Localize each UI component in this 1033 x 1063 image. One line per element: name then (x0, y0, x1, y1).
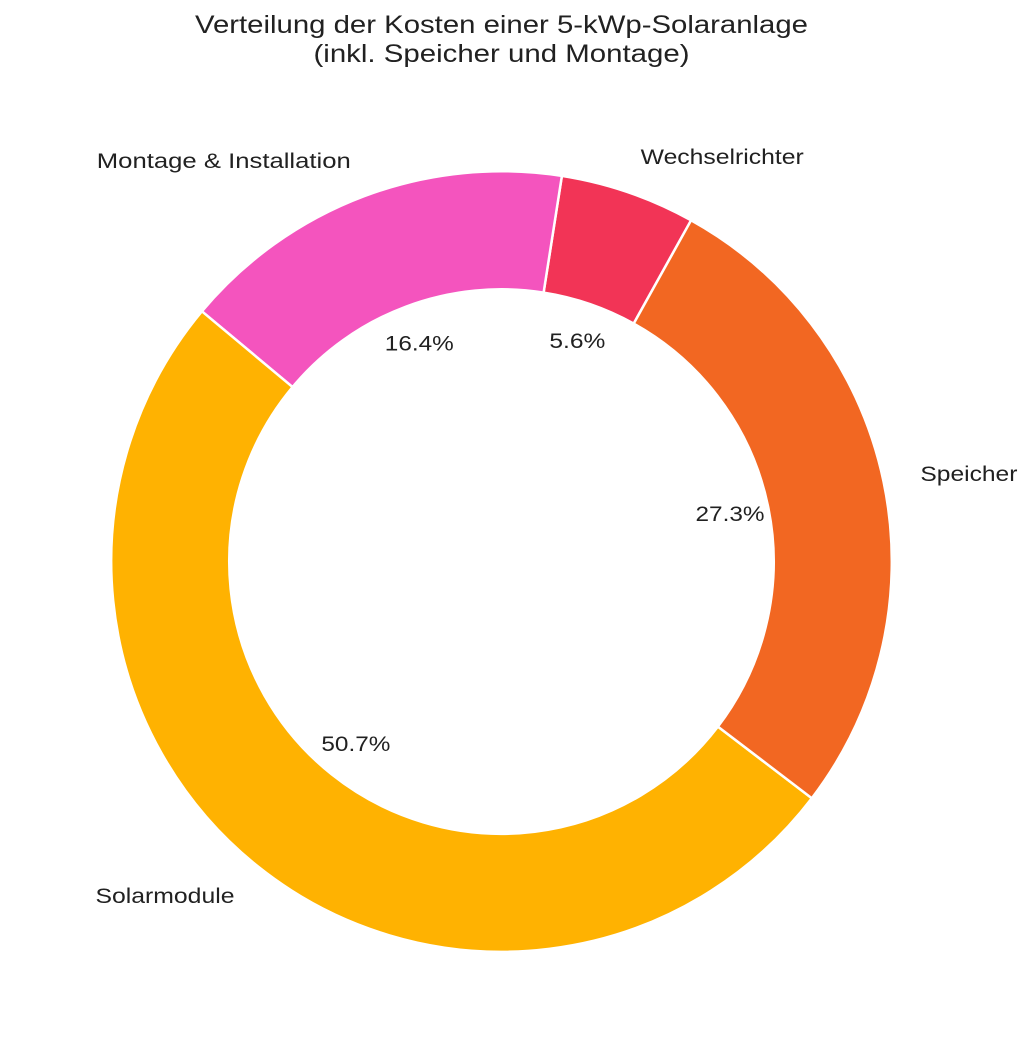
svg-text:27.3%: 27.3% (696, 503, 765, 526)
svg-text:Wechselrichter: Wechselrichter (641, 146, 804, 169)
svg-text:Speicher: Speicher (920, 463, 1017, 486)
svg-text:50.7%: 50.7% (321, 733, 390, 756)
svg-text:Solarmodule: Solarmodule (96, 885, 235, 908)
svg-text:Verteilung der Kosten einer 5-: Verteilung der Kosten einer 5-kWp-Solara… (195, 12, 808, 39)
svg-text:(inkl. Speicher und Montage): (inkl. Speicher und Montage) (314, 41, 690, 68)
svg-text:16.4%: 16.4% (385, 332, 454, 355)
svg-text:5.6%: 5.6% (549, 330, 605, 353)
svg-text:Montage & Installation: Montage & Installation (97, 150, 351, 173)
